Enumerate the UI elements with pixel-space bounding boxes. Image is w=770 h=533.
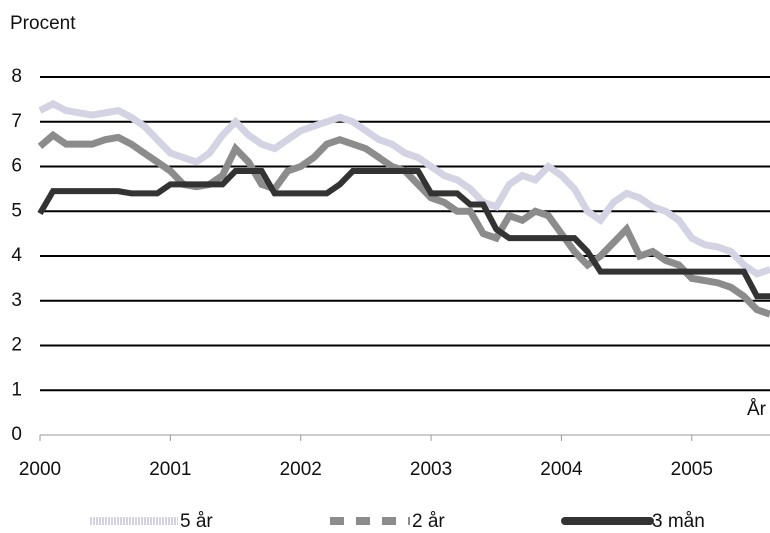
y-tick-label: 1 — [11, 379, 22, 400]
legend-label: 3 mån — [652, 511, 705, 532]
x-tick-label: 2003 — [410, 459, 452, 480]
x-tick-label: 2001 — [149, 459, 191, 480]
x-tick-label: 2004 — [540, 459, 583, 480]
x-tick-label: 2002 — [280, 459, 322, 480]
series-line — [38, 99, 770, 278]
y-tick-label: 4 — [11, 245, 22, 266]
y-tick-label: 0 — [11, 424, 22, 445]
y-tick-label: 5 — [11, 200, 22, 221]
y-tick-label: 6 — [11, 156, 22, 177]
series-line — [37, 167, 770, 300]
x-tick-label: 2000 — [19, 459, 61, 480]
legend-label: 2 år — [412, 511, 445, 532]
x-axis-label: År — [747, 399, 767, 420]
x-tick-label: 2005 — [671, 459, 713, 480]
y-tick-label: 2 — [11, 335, 22, 356]
y-axis-label: Procent — [10, 13, 76, 34]
y-tick-label: 7 — [11, 111, 22, 132]
y-tick-label: 3 — [11, 290, 22, 311]
legend-label: 5 år — [180, 511, 213, 532]
series-line — [37, 130, 770, 318]
y-tick-label: 8 — [11, 66, 22, 87]
